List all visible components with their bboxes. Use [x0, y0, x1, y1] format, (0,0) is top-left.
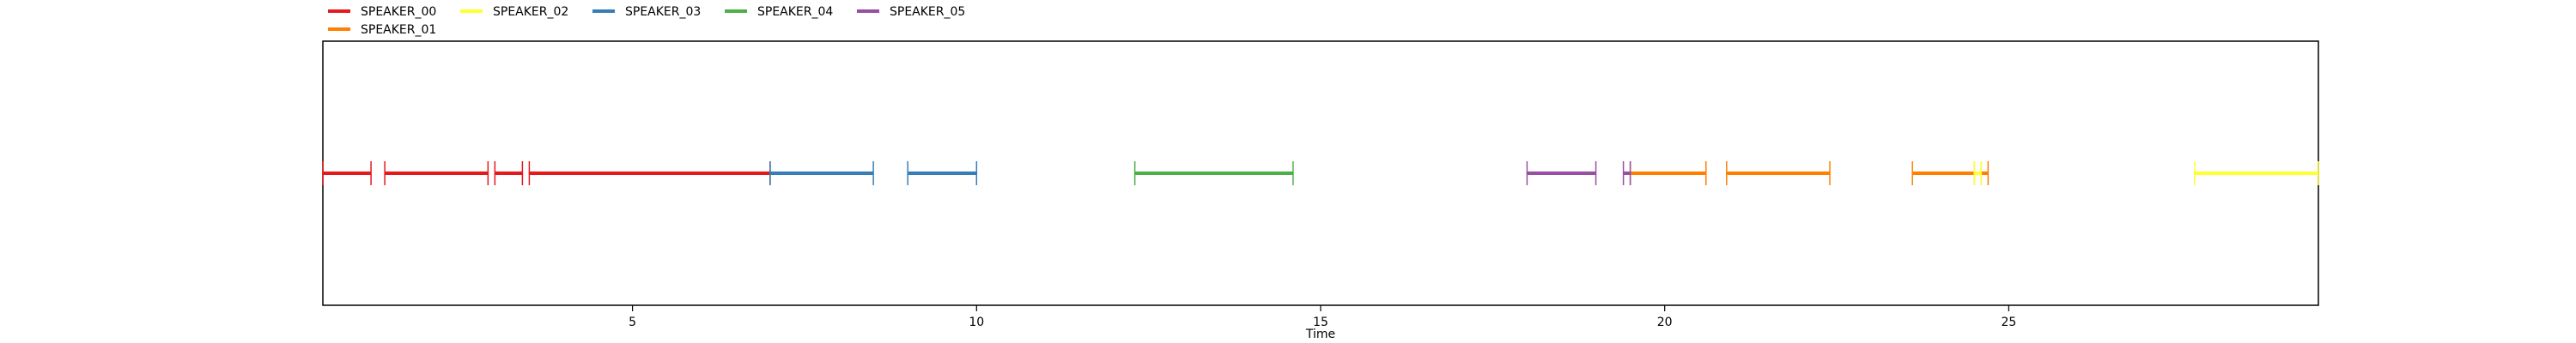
legend-label: SPEAKER_03 [625, 5, 701, 19]
x-tick-label: 25 [2001, 316, 2016, 329]
legend-entry: SPEAKER_02 [460, 5, 568, 19]
speaker-segment [1629, 161, 1707, 185]
legend-label: SPEAKER_01 [361, 23, 436, 37]
speaker-segment [769, 161, 874, 185]
legend-entry: SPEAKER_04 [725, 5, 833, 19]
legend-entry: SPEAKER_01 [328, 23, 436, 37]
x-tick-label: 5 [629, 316, 636, 329]
speaker-segment [2194, 161, 2319, 185]
legend-entry: SPEAKER_03 [592, 5, 701, 19]
x-tick-label: 15 [1313, 316, 1328, 329]
speaker-segment [1911, 161, 1976, 185]
speaker-segment [528, 161, 771, 185]
speaker-segment [384, 161, 489, 185]
legend-label: SPEAKER_04 [757, 5, 833, 19]
x-tick-label: 10 [969, 316, 984, 329]
speaker-segment [1622, 161, 1631, 185]
speaker-segment [1973, 161, 1983, 185]
speaker-segment [494, 161, 524, 185]
x-axis-label: Time [1305, 328, 1335, 341]
legend: SPEAKER_00 SPEAKER_01 SPEAKER_02 SPEAKER_03… [328, 5, 965, 37]
legend-label: SPEAKER_05 [890, 5, 965, 19]
legend-label: SPEAKER_00 [361, 5, 436, 19]
speaker-segment [907, 161, 978, 185]
x-axis: 5 10 15 20 25 [629, 305, 2016, 329]
speaker-segment [1726, 161, 1831, 185]
legend-entry: SPEAKER_00 [328, 5, 436, 19]
speaker-segment [322, 161, 372, 185]
legend-label: SPEAKER_02 [493, 5, 568, 19]
speaker-segment [1980, 161, 1990, 185]
legend-entry: SPEAKER_05 [857, 5, 965, 19]
speaker-segment [1526, 161, 1597, 185]
segments-layer [322, 161, 2319, 185]
x-tick-label: 20 [1657, 316, 1673, 329]
speaker-segment [1133, 161, 1294, 185]
